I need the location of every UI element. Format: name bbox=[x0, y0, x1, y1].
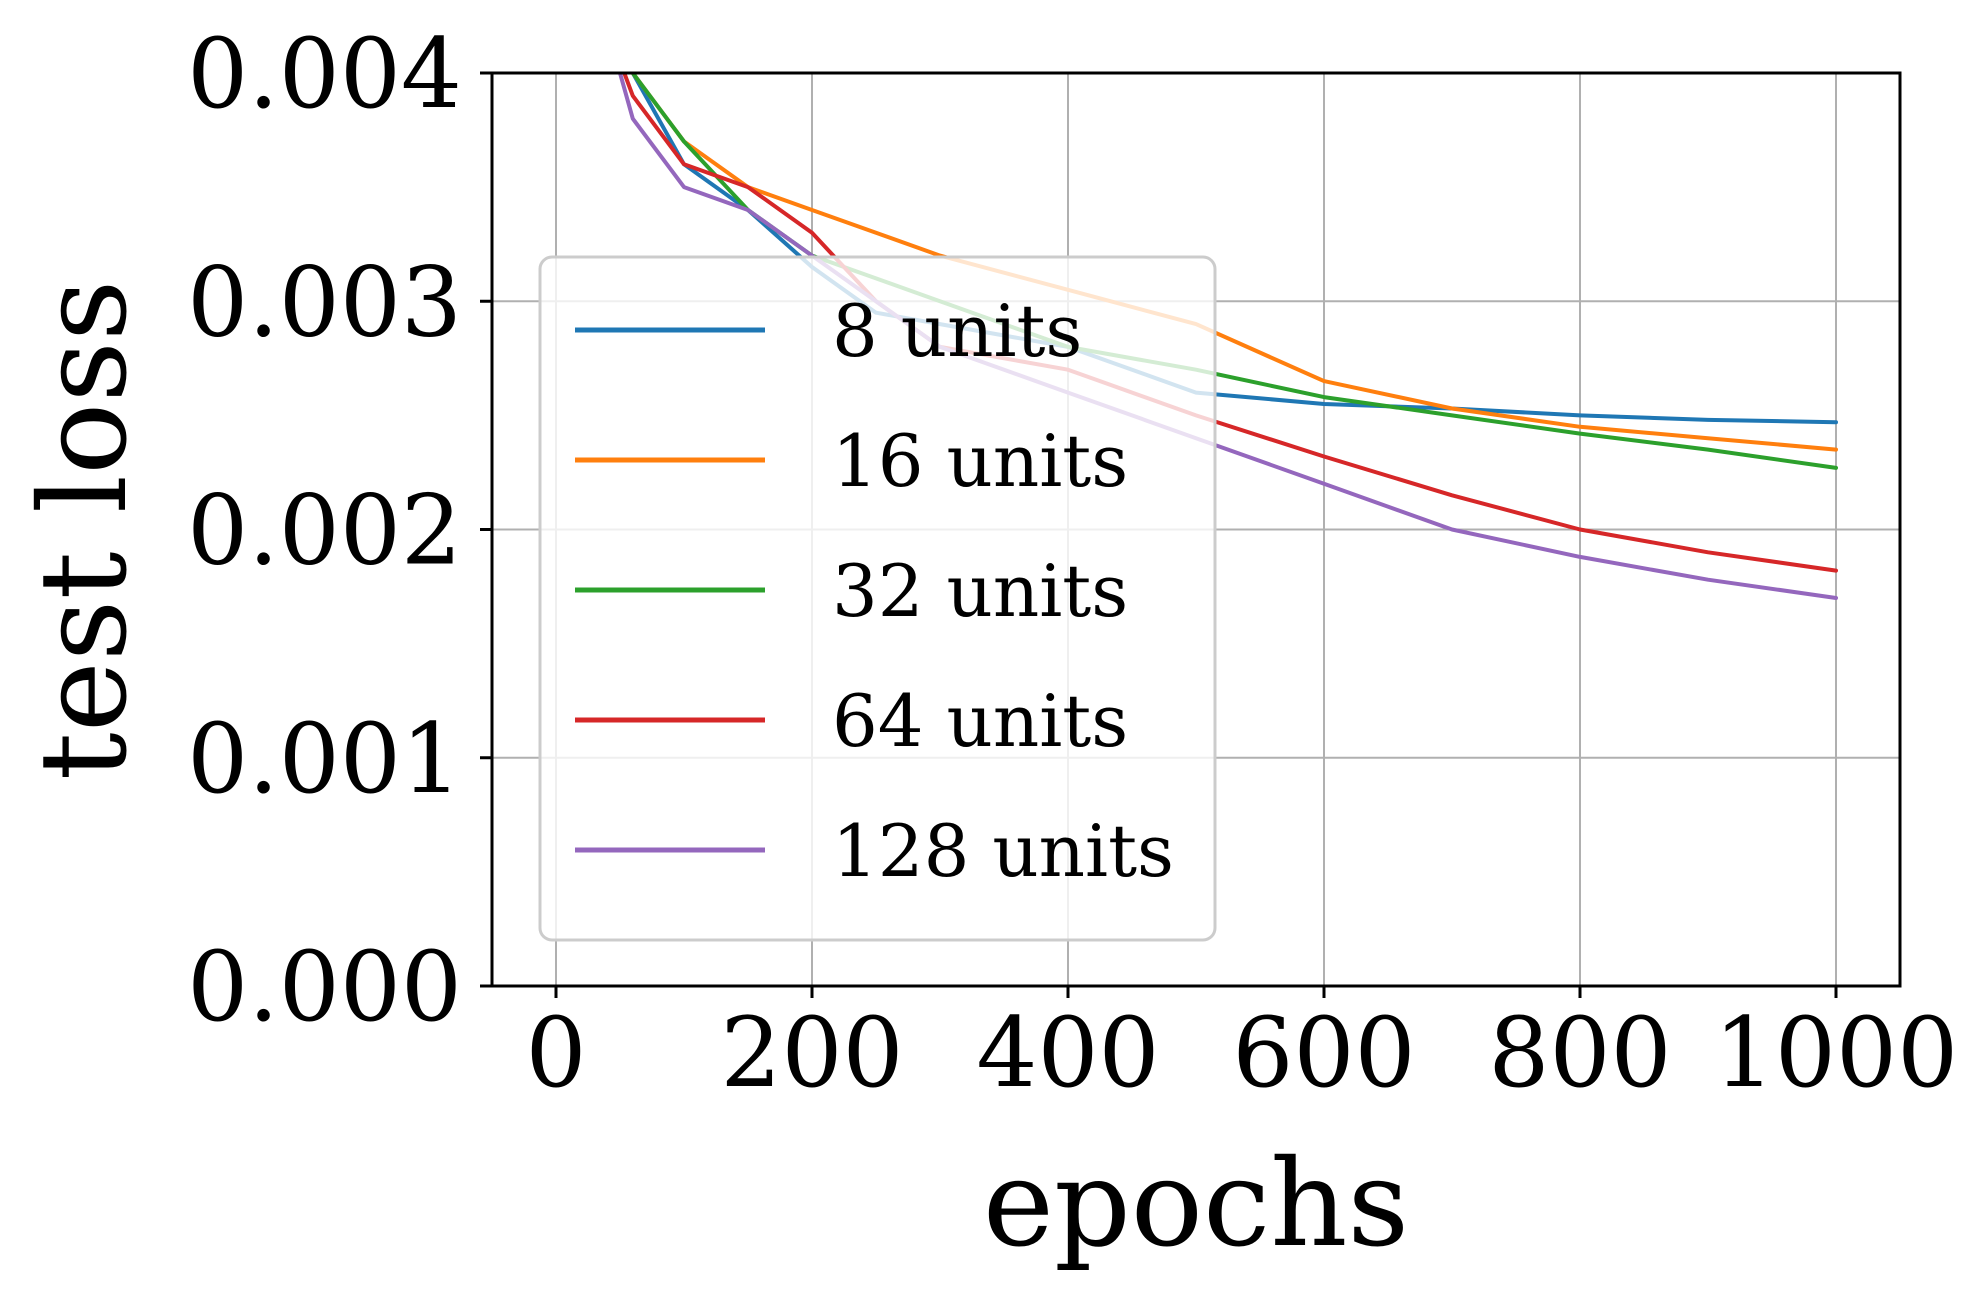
legend-box bbox=[538, 255, 1217, 942]
legend-label: 32 units bbox=[832, 549, 1128, 633]
x-tick-label: 1000 bbox=[1714, 997, 1958, 1109]
y-tick-label: 0.003 bbox=[187, 246, 462, 358]
y-axis-label: test loss bbox=[15, 280, 154, 781]
x-tick-label: 0 bbox=[525, 997, 586, 1109]
x-tick-label: 800 bbox=[1488, 997, 1671, 1109]
x-tick-label: 600 bbox=[1232, 997, 1415, 1109]
y-tick-label: 0.001 bbox=[187, 703, 462, 815]
y-tick-label: 0.004 bbox=[187, 18, 462, 130]
y-tick-label: 0.000 bbox=[187, 931, 462, 1043]
legend-label: 8 units bbox=[832, 289, 1082, 373]
x-tick-label: 200 bbox=[720, 997, 903, 1109]
axis-ticks: 0 200 400 600 800 1000 0.000 0.001 0.002 0.003 0.0… bbox=[187, 18, 1958, 1109]
x-tick-label: 400 bbox=[976, 997, 1159, 1109]
legend-label: 128 units bbox=[832, 809, 1174, 893]
legend-label: 64 units bbox=[832, 679, 1128, 763]
legend: 8 units 16 units 32 units 64 units 128 units bbox=[538, 255, 1217, 942]
y-tick-label: 0.002 bbox=[187, 475, 462, 587]
legend-label: 16 units bbox=[832, 419, 1128, 503]
x-axis-label: epochs bbox=[983, 1135, 1409, 1274]
